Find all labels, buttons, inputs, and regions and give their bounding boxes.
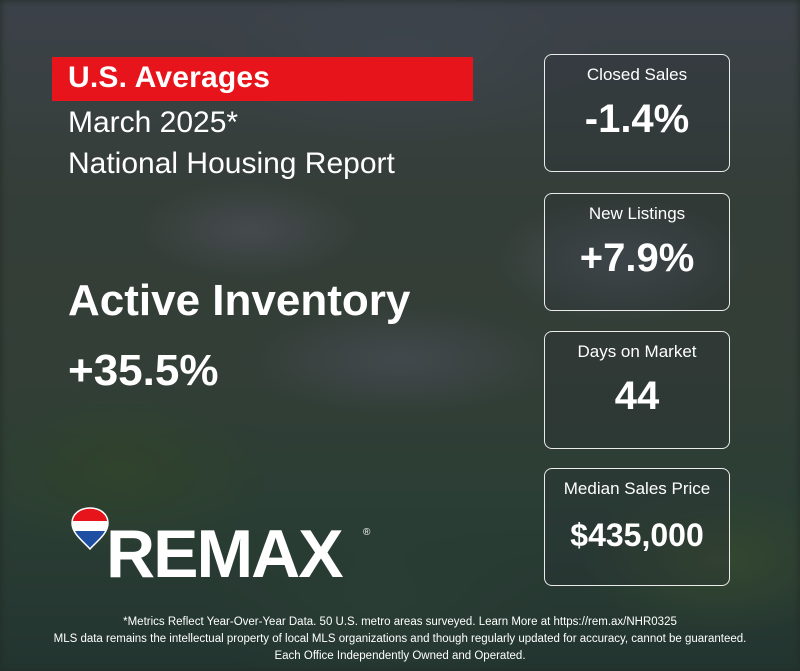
hero-metric-label: Active Inventory [68, 276, 411, 325]
balloon-logo-icon [71, 507, 109, 550]
banner-text: U.S. Averages [68, 61, 271, 94]
stat-label: Days on Market [577, 342, 697, 361]
stat-card-new-listings: New Listings +7.9% [544, 193, 730, 311]
remax-logo-wordmark: REMAX [106, 516, 344, 592]
stat-value: +7.9% [579, 236, 695, 280]
stat-label: Closed Sales [586, 65, 688, 84]
report-month: March 2025* [68, 106, 239, 139]
stat-value: $435,000 [570, 517, 704, 553]
stat-card-median-sales-price: Median Sales Price $435,000 [544, 468, 730, 586]
title-banner: U.S. Averages [52, 57, 473, 101]
stat-card-closed-sales: Closed Sales -1.4% [544, 54, 730, 172]
footer-disclaimer: *Metrics Reflect Year-Over-Year Data. 50… [0, 614, 800, 665]
footer-line-3: Each Office Independently Owned and Oper… [274, 650, 526, 662]
stat-label: Median Sales Price [563, 479, 711, 498]
stat-value: 44 [614, 374, 660, 418]
footer-line-1: *Metrics Reflect Year-Over-Year Data. 50… [123, 616, 677, 628]
registered-mark: ® [363, 527, 371, 538]
hero-metric-value: +35.5% [68, 346, 219, 395]
footer-line-2: MLS data remains the intellectual proper… [53, 633, 747, 645]
report-title: National Housing Report [68, 147, 395, 180]
stat-card-days-on-market: Days on Market 44 [544, 331, 730, 449]
stat-value: -1.4% [584, 97, 690, 141]
stat-label: New Listings [588, 204, 686, 223]
